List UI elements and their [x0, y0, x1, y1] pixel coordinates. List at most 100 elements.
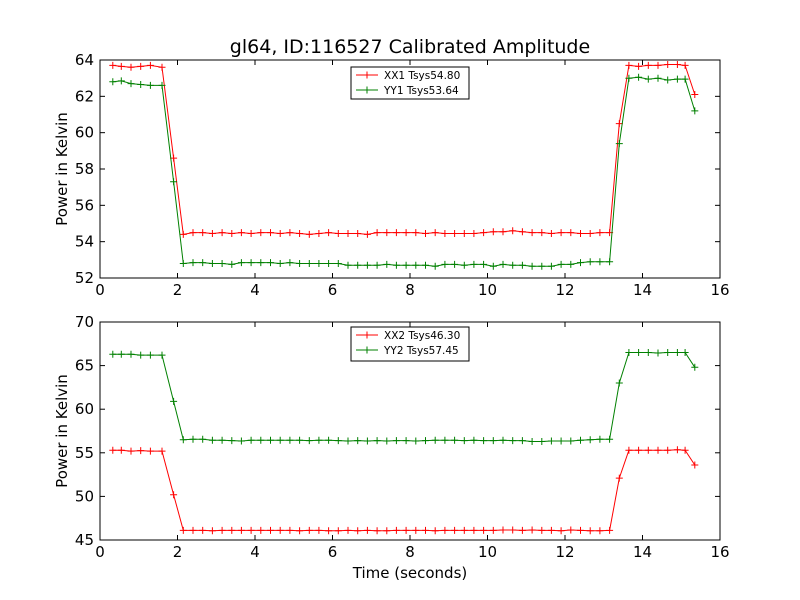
x-tick-label: 12: [555, 543, 574, 561]
data-point-marker: [137, 81, 145, 88]
data-point-marker: [179, 526, 187, 534]
data-point-marker: [228, 260, 236, 268]
data-point-marker: [470, 260, 478, 268]
data-point-marker: [208, 260, 216, 267]
x-tick-label: 16: [710, 281, 729, 299]
y-tick-label: 65: [75, 357, 94, 375]
data-point-marker: [392, 261, 400, 269]
data-point-marker: [625, 446, 633, 454]
data-point-marker: [499, 526, 507, 534]
data-point-marker: [208, 436, 216, 444]
data-point-marker: [499, 436, 507, 444]
data-point-marker: [392, 229, 400, 237]
data-point-marker: [373, 229, 381, 237]
data-point-marker: [518, 526, 526, 534]
x-tick-label: 6: [328, 281, 338, 299]
x-tick-label: 14: [633, 281, 652, 299]
data-point-marker: [127, 350, 135, 358]
data-point-marker: [577, 259, 584, 267]
data-point-marker: [412, 526, 420, 534]
data-point-marker: [625, 61, 633, 69]
data-point-marker: [402, 261, 410, 269]
data-point-marker: [247, 259, 255, 267]
x-tick-label: 8: [405, 281, 415, 299]
x-tick-label: 6: [328, 543, 338, 561]
data-point-marker: [664, 61, 672, 68]
data-point-marker: [635, 73, 643, 81]
data-point-marker: [412, 261, 420, 269]
data-point-marker: [480, 526, 488, 534]
data-point-marker: [315, 436, 323, 444]
data-point-marker: [296, 260, 304, 267]
x-tick-label: 14: [633, 543, 652, 561]
y-tick-label: 56: [75, 196, 94, 214]
data-point-marker: [158, 81, 166, 89]
data-point-marker: [146, 61, 154, 69]
data-point-marker: [451, 230, 459, 237]
data-point-marker: [673, 75, 681, 83]
data-point-marker: [664, 349, 672, 356]
data-point-marker: [344, 261, 352, 269]
data-point-marker: [267, 526, 274, 534]
data-point-marker: [441, 260, 449, 268]
data-point-marker: [422, 437, 429, 445]
data-point-marker: [547, 526, 555, 534]
x-tick-label: 0: [95, 281, 105, 299]
x-tick-label: 12: [555, 281, 574, 299]
data-point-marker: [499, 260, 507, 268]
data-point-marker: [392, 437, 400, 445]
data-point-marker: [237, 437, 245, 445]
data-point-marker: [109, 61, 117, 69]
data-point-marker: [170, 154, 178, 162]
data-point-marker: [286, 229, 294, 237]
data-point-marker: [402, 526, 410, 534]
data-point-marker: [179, 230, 187, 238]
data-point-marker: [137, 447, 145, 455]
top-subplot: 0 2 4 6 8 10 12 14 16 52 54 56 58 60 62 64 Power in Kelv…: [53, 51, 730, 299]
y-tick-label: 52: [75, 269, 94, 287]
data-point-marker: [276, 260, 284, 267]
legend-entry: XX1 Tsys54.80: [384, 70, 460, 82]
data-point-marker: [635, 62, 643, 70]
data-point-marker: [470, 526, 478, 534]
x-tick-label: 10: [478, 281, 497, 299]
data-point-marker: [451, 260, 459, 268]
y-axis-label: Power in Kelvin: [53, 374, 71, 488]
data-point-marker: [109, 446, 117, 454]
data-point-marker: [691, 461, 699, 469]
data-point-marker: [635, 446, 643, 454]
data-point-marker: [460, 261, 468, 269]
data-point-marker: [334, 260, 342, 267]
data-point-marker: [305, 437, 313, 445]
legend-box: [350, 326, 470, 362]
data-point-marker: [577, 436, 584, 444]
data-point-marker: [296, 527, 304, 535]
data-point-marker: [117, 62, 125, 70]
y-tick-label: 64: [75, 51, 94, 69]
data-point-marker: [673, 446, 681, 454]
data-point-marker: [296, 230, 304, 237]
data-point-marker: [547, 262, 555, 270]
data-point-marker: [567, 526, 575, 534]
data-point-marker: [267, 259, 274, 267]
data-point-marker: [247, 230, 255, 237]
data-point-marker: [315, 230, 323, 237]
data-point-marker: [305, 260, 313, 267]
data-point-marker: [691, 107, 699, 115]
data-point-marker: [325, 436, 333, 444]
data-point-marker: [635, 349, 643, 356]
data-point-marker: [199, 259, 207, 267]
y-tick-label: 70: [75, 313, 94, 331]
data-point-marker: [228, 526, 236, 534]
data-point-marker: [334, 527, 342, 535]
data-point-marker: [170, 178, 178, 186]
data-point-marker: [673, 349, 681, 356]
data-point-marker: [489, 262, 497, 270]
data-point-marker: [681, 349, 689, 356]
data-point-marker: [664, 446, 672, 454]
data-point-marker: [257, 526, 265, 534]
data-point-marker: [218, 526, 226, 534]
y-tick-label: 55: [75, 444, 94, 462]
data-point-marker: [451, 526, 459, 534]
data-point-marker: [654, 446, 662, 454]
